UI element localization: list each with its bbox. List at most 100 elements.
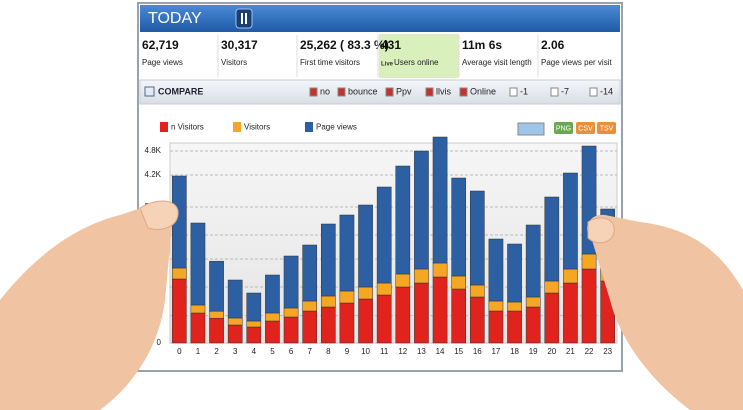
toolbar-icon[interactable] — [385, 87, 394, 97]
y-tick-label: 4.2K — [145, 170, 162, 179]
toolbar-button[interactable]: -1 — [520, 86, 528, 96]
bar-segment — [246, 326, 262, 344]
toolbar-icon[interactable] — [425, 87, 434, 97]
bar-segment — [246, 320, 262, 328]
bar-segment — [376, 282, 392, 296]
chart-type-icon[interactable] — [517, 122, 545, 136]
bar-segment — [488, 300, 504, 312]
left-hand — [0, 203, 174, 410]
export-label[interactable]: TSV — [600, 125, 614, 132]
bar-segment — [469, 190, 485, 286]
x-tick-label: 4 — [252, 347, 257, 356]
bar-segment — [544, 292, 560, 344]
toolbar-icon[interactable] — [550, 87, 559, 97]
x-tick-label: 19 — [529, 347, 538, 356]
stat-value: 62,719 — [142, 38, 179, 52]
toolbar-button[interactable]: bounce — [348, 86, 378, 96]
x-tick-label: 7 — [307, 347, 312, 356]
stat-value: 25,262 ( 83.3 %) — [300, 38, 389, 52]
export-label[interactable]: CSV — [578, 125, 593, 132]
bar-segment — [488, 310, 504, 344]
x-tick-label: 16 — [473, 347, 482, 356]
x-tick-label: 22 — [585, 347, 594, 356]
pause-icon — [241, 13, 243, 24]
toolbar-icon[interactable] — [459, 87, 468, 97]
bar-segment — [563, 268, 578, 284]
compare-label[interactable]: COMPARE — [158, 86, 203, 96]
bar-segment — [339, 290, 355, 304]
y-tick-label: 0 — [157, 338, 162, 347]
bar-segment — [358, 286, 373, 300]
legend-label[interactable]: n Visitors — [171, 123, 204, 132]
pause-button[interactable] — [235, 8, 253, 29]
bar-segment — [414, 282, 429, 344]
x-tick-label: 9 — [345, 347, 350, 356]
online-cell — [379, 34, 459, 78]
legend-swatch[interactable] — [305, 122, 313, 132]
bar-segment — [432, 136, 448, 264]
bar-segment — [265, 312, 280, 322]
x-tick-label: 20 — [547, 347, 556, 356]
bar-segment — [190, 312, 206, 344]
toolbar-button[interactable]: -7 — [561, 86, 569, 96]
bar-segment — [376, 294, 392, 344]
bar-segment — [414, 268, 429, 284]
stat-value: 11m 6s — [462, 38, 502, 52]
compare-icon — [144, 86, 155, 97]
x-tick-label: 12 — [398, 347, 407, 356]
bar-segment — [469, 284, 485, 298]
toolbar-button[interactable]: -14 — [600, 86, 613, 96]
toolbar-icon[interactable] — [589, 87, 598, 97]
header-bar — [140, 5, 620, 32]
x-tick-label: 15 — [454, 347, 463, 356]
stat-label: Page views — [142, 58, 183, 67]
x-tick-label: 23 — [603, 347, 612, 356]
bar-segment — [432, 262, 448, 278]
bar-segment — [395, 286, 411, 344]
x-tick-label: 13 — [417, 347, 426, 356]
toolbar — [139, 79, 621, 105]
bar-segment — [395, 273, 411, 288]
bar-segment — [525, 296, 541, 308]
bar-segment — [525, 306, 541, 344]
x-tick-label: 0 — [177, 347, 182, 356]
toolbar-button[interactable]: Ppv — [396, 86, 412, 96]
export-label[interactable]: PNG — [556, 125, 571, 132]
live-badge: Live — [381, 62, 394, 68]
bar-segment — [563, 282, 578, 344]
toolbar-button[interactable]: no — [320, 86, 330, 96]
x-tick-label: 21 — [566, 347, 575, 356]
export-button[interactable] — [597, 122, 616, 134]
x-tick-label: 8 — [326, 347, 331, 356]
bar-segment — [339, 302, 355, 344]
export-button[interactable] — [554, 122, 573, 134]
x-tick-label: 17 — [491, 347, 500, 356]
legend-label[interactable]: Page views — [316, 123, 357, 132]
bar-segment — [320, 223, 336, 297]
toolbar-button[interactable]: Online — [470, 86, 496, 96]
toolbar-icon[interactable] — [509, 87, 518, 97]
header-title: TODAY — [148, 10, 202, 27]
bar-segment — [320, 306, 336, 344]
legend-label[interactable]: Visitors — [244, 123, 270, 132]
bar-segment — [451, 288, 467, 344]
x-tick-label: 14 — [436, 347, 445, 356]
toolbar-button[interactable]: llvis — [436, 86, 451, 96]
x-tick-label: 5 — [270, 347, 275, 356]
toolbar-icon[interactable] — [337, 87, 346, 97]
x-tick-label: 18 — [510, 347, 519, 356]
legend-swatch[interactable] — [233, 122, 241, 132]
plot-area — [169, 142, 618, 344]
toolbar-icon[interactable] — [309, 87, 318, 97]
legend-swatch[interactable] — [160, 122, 168, 132]
y-tick-label: 4.8K — [145, 146, 162, 155]
bar-segment — [414, 150, 429, 270]
export-button[interactable] — [576, 122, 595, 134]
bar-segment — [544, 196, 560, 282]
bar-segment — [432, 276, 448, 344]
x-tick-label: 3 — [233, 347, 238, 356]
bar-segment — [209, 310, 224, 319]
left-thumb-nail — [139, 200, 179, 230]
